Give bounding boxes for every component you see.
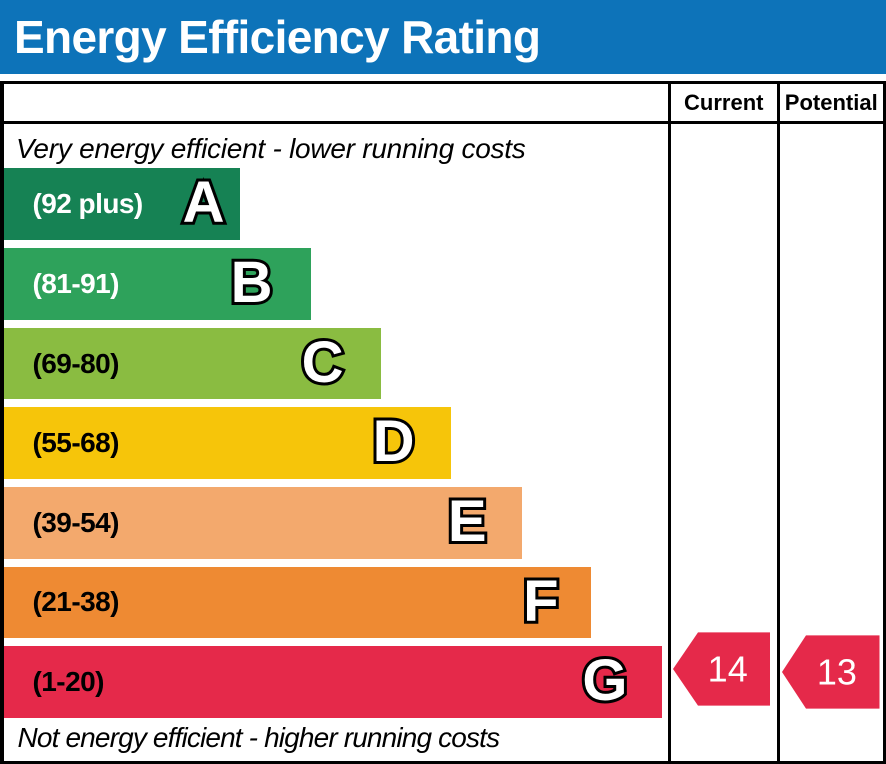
table-border-header-bottom [0, 120, 886, 124]
arrow-current-value: 14 [708, 649, 748, 690]
band-letter: A [182, 171, 224, 236]
band-f: (21-38) F [3, 566, 592, 639]
band-range-label: (81-91) [32, 267, 120, 299]
table-border-top [0, 80, 886, 84]
caption-bottom: Not energy efficient - higher running co… [17, 722, 501, 753]
table-divider-potential [776, 80, 780, 764]
column-header-potential: Potential [784, 90, 878, 115]
band-letter: B [230, 250, 272, 315]
chart-title: Energy Efficiency Rating [14, 11, 541, 63]
band-e: (39-54) E [3, 486, 522, 559]
table-border-right [882, 80, 886, 764]
chart-title-bar: Energy Efficiency Rating [0, 0, 886, 74]
band-d: (55-68) D [3, 406, 451, 480]
band-range-label: (55-68) [32, 427, 120, 459]
band-b: (81-91) B [3, 247, 312, 320]
band-c: (69-80) C [3, 327, 381, 400]
column-header-current: Current [684, 90, 764, 115]
band-letter: F [523, 569, 558, 634]
caption-top: Very energy efficient - lower running co… [16, 133, 526, 164]
arrow-potential-value: 13 [817, 652, 857, 693]
table-divider-current [667, 80, 671, 764]
table-border-bottom [0, 760, 886, 764]
band-range-label: (92 plus) [32, 188, 144, 220]
band-range-label: (69-80) [32, 347, 120, 379]
band-letter: C [301, 330, 343, 395]
band-range-label: (39-54) [32, 506, 120, 538]
band-letter: E [447, 489, 486, 554]
band-g: (1-20) G [3, 645, 662, 719]
band-range-label: (1-20) [32, 666, 105, 698]
band-letter: D [372, 409, 414, 474]
band-letter: G [582, 648, 627, 713]
band-a: (92 plus) A [3, 168, 240, 241]
table-border-left [0, 80, 4, 764]
band-range-label: (21-38) [32, 586, 120, 618]
